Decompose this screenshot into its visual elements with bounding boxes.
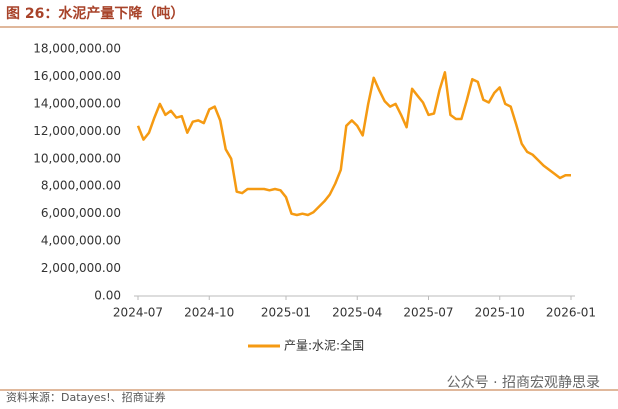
line-series (136, 71, 571, 217)
source: 资料来源：Datayes!、招商证券 (6, 390, 166, 404)
x-tick-label: 2025-04 (332, 306, 382, 320)
y-tick-label: 16,000,000.00 (33, 69, 121, 83)
x-tick-label: 2025-10 (475, 306, 525, 320)
x-tick-label: 2026-01 (546, 306, 596, 320)
legend-label: 产量:水泥:全国 (284, 338, 364, 353)
y-tick-label: 14,000,000.00 (33, 96, 121, 110)
x-tick-label: 2025-01 (261, 306, 311, 320)
y-tick-label: 4,000,000.00 (41, 234, 121, 248)
x-tick-label: 2024-10 (184, 306, 234, 320)
y-tick-label: 6,000,000.00 (41, 206, 121, 220)
y-tick-label: 12,000,000.00 (33, 124, 121, 138)
y-tick-label: 8,000,000.00 (41, 179, 121, 193)
y-tick-label: 18,000,000.00 (33, 42, 121, 56)
y-tick-label: 2,000,000.00 (41, 261, 121, 275)
watermark: 公众号 · 招商宏观静思录 (447, 375, 600, 391)
x-tick-label: 2024-07 (113, 306, 163, 320)
chart-title: 图 26：水泥产量下降（吨） (6, 5, 184, 22)
y-tick-label: 10,000,000.00 (33, 151, 121, 165)
y-tick-label: 0.00 (94, 289, 121, 303)
x-tick-label: 2025-07 (403, 306, 453, 320)
